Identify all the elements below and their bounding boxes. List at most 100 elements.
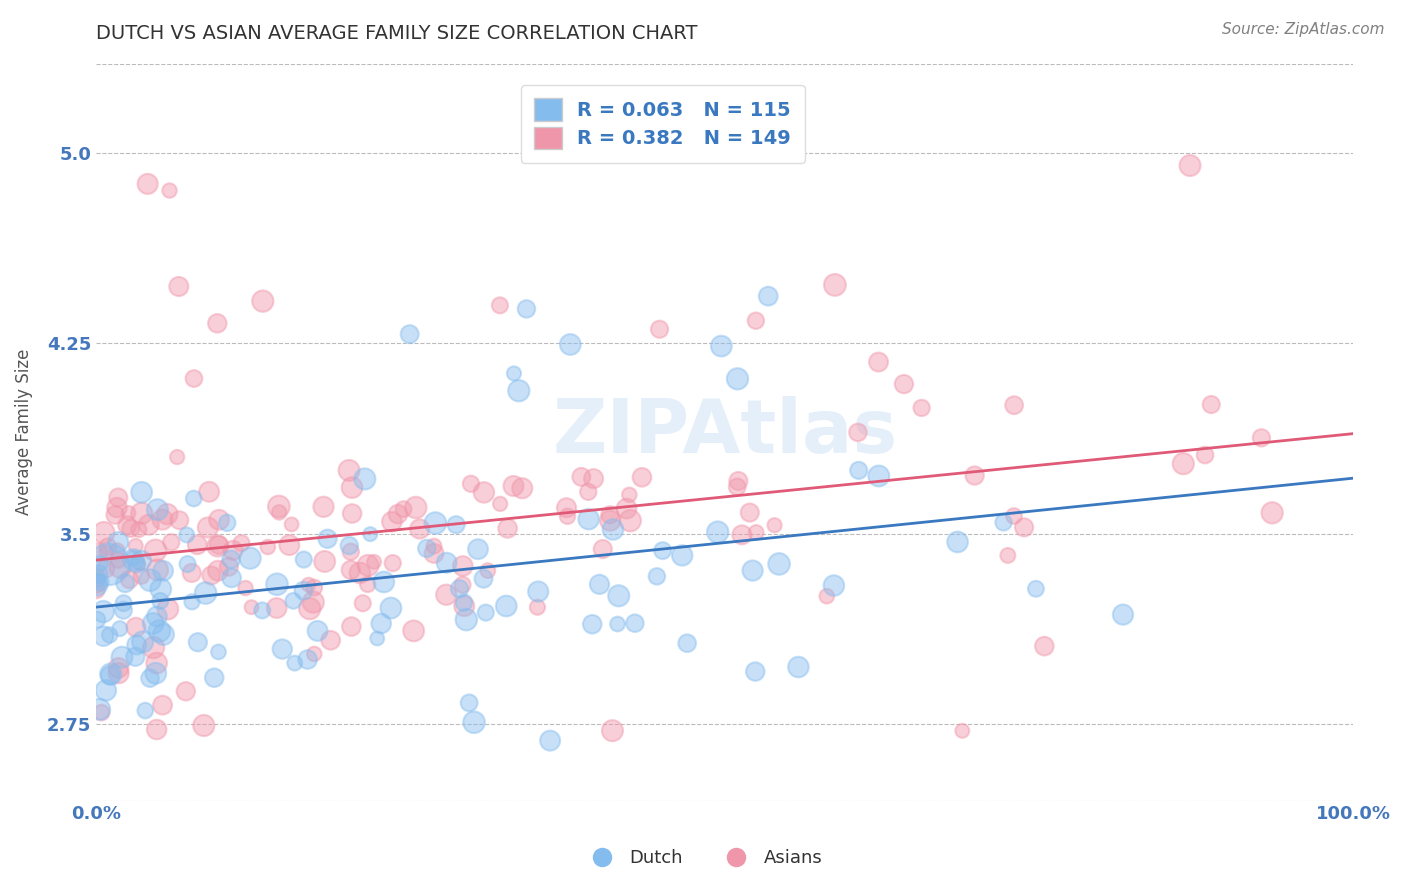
Point (94, 562, 117, 576)
Point (139, 671, 162, 685)
Point (451, 578, 474, 592)
Point (1033, 639, 1056, 653)
Point (1194, 448, 1216, 462)
Point (186, 538, 208, 552)
Point (472, 572, 495, 586)
Point (619, 514, 641, 528)
Point (1002, 398, 1025, 412)
Point (745, 314, 768, 328)
Point (1178, 159, 1201, 173)
Point (194, 586, 217, 600)
Point (142, 616, 165, 631)
Point (283, 594, 305, 608)
Point (1002, 509, 1025, 524)
Point (152, 512, 174, 526)
Point (174, 684, 197, 698)
Point (271, 642, 294, 657)
Point (240, 600, 263, 615)
Point (725, 480, 748, 494)
Point (97, 558, 120, 572)
Point (631, 470, 654, 484)
Point (176, 528, 198, 542)
Text: DUTCH VS ASIAN AVERAGE FAMILY SIZE CORRELATION CHART: DUTCH VS ASIAN AVERAGE FAMILY SIZE CORRE… (96, 24, 697, 43)
Point (950, 723, 973, 738)
Point (207, 539, 229, 553)
Point (352, 596, 374, 610)
Point (963, 468, 986, 483)
Point (472, 485, 495, 500)
Point (131, 569, 153, 583)
Point (1173, 457, 1195, 471)
Point (86, 578, 108, 592)
Point (578, 512, 600, 526)
Point (1112, 607, 1135, 622)
Point (467, 542, 489, 557)
Point (112, 603, 135, 617)
Point (252, 603, 274, 617)
Point (145, 656, 167, 670)
Point (373, 574, 395, 589)
Point (606, 617, 628, 632)
Point (527, 584, 550, 599)
Point (503, 367, 526, 381)
Point (145, 666, 167, 681)
Point (114, 576, 136, 591)
Point (592, 542, 614, 557)
Point (340, 507, 363, 521)
Point (508, 384, 530, 398)
Point (651, 543, 673, 558)
Point (207, 645, 229, 659)
Point (252, 294, 274, 309)
Point (117, 518, 139, 533)
Point (314, 554, 336, 568)
Point (266, 577, 288, 591)
Point (231, 536, 253, 550)
Point (449, 582, 471, 596)
Point (297, 578, 319, 592)
Point (257, 540, 280, 554)
Text: ZIPAtlas: ZIPAtlas (553, 396, 897, 469)
Point (122, 551, 145, 566)
Point (152, 627, 174, 641)
Point (218, 559, 240, 574)
Point (495, 599, 517, 613)
Point (307, 624, 329, 638)
Point (127, 557, 149, 571)
Point (489, 497, 512, 511)
Point (744, 665, 766, 679)
Point (745, 525, 768, 540)
Point (222, 543, 245, 558)
Point (90, 706, 112, 720)
Point (731, 528, 754, 542)
Point (302, 595, 325, 609)
Point (425, 516, 447, 530)
Point (107, 666, 129, 681)
Point (868, 355, 890, 369)
Point (496, 521, 519, 535)
Point (91, 605, 114, 619)
Point (911, 401, 934, 415)
Point (349, 566, 371, 580)
Point (176, 557, 198, 571)
Point (727, 474, 749, 488)
Point (122, 552, 145, 566)
Point (297, 652, 319, 666)
Point (451, 559, 474, 574)
Point (292, 583, 315, 598)
Point (616, 501, 638, 516)
Point (387, 507, 409, 521)
Point (145, 723, 167, 737)
Point (149, 594, 172, 608)
Point (125, 638, 148, 652)
Point (86, 613, 108, 627)
Point (107, 491, 129, 505)
Point (398, 327, 420, 342)
Point (337, 463, 360, 477)
Point (787, 660, 810, 674)
Point (893, 377, 915, 392)
Point (159, 184, 181, 198)
Point (131, 485, 153, 500)
Point (339, 563, 361, 577)
Point (489, 298, 512, 312)
Point (169, 513, 191, 527)
